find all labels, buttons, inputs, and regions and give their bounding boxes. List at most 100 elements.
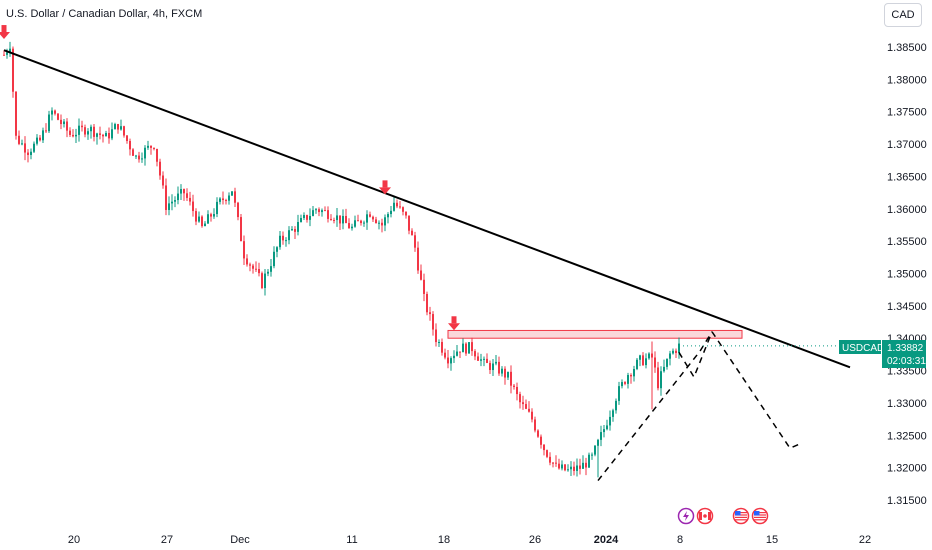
candle-body [564,464,566,471]
flag-stripe [735,514,747,516]
down-arrow-icon [379,180,391,195]
candle-body [60,119,62,125]
lightning-icon[interactable] [677,507,695,525]
candle-body [195,211,197,222]
candle-body [519,394,521,403]
trendline [3,49,851,369]
candle-body [177,193,179,201]
candle-body [240,217,242,242]
price-axis[interactable]: 1.38500 1.38000 1.37500 1.37000 1.36500 1.360… [887,42,927,507]
candle-body [255,268,257,270]
candle-body [411,230,413,236]
candle-body [18,135,20,144]
candle-body [213,214,215,217]
x-tick-label: 27 [161,534,173,546]
candle-body [357,220,359,222]
candle-body [552,462,554,464]
candle-body [636,359,638,370]
candle-body [618,386,620,401]
candle-body [345,215,347,224]
x-tick-label: 15 [766,534,778,546]
us-flag-icon[interactable] [732,507,750,525]
candle-body [546,450,548,457]
time-axis[interactable]: 20 27 Dec 11 18 26 2024 8 15 22 [68,534,871,546]
flag-stripe [735,519,747,521]
x-tick-label: 18 [438,534,450,546]
candle-body [393,202,395,211]
candle-body [573,466,575,471]
candle-body [435,329,437,343]
candle-body [135,155,137,157]
candle-body [567,469,569,471]
candle-body [360,220,362,224]
us-flag-icon[interactable] [751,507,769,525]
flag-canton [735,511,741,516]
candle-body [672,350,674,354]
candle-body [642,355,644,366]
arrow-shaft [382,180,388,188]
candle-body [252,265,254,269]
candle-body [615,400,617,411]
candle-body [402,207,404,212]
candle-body [438,342,440,344]
candles [3,41,680,478]
candle-body [30,151,32,155]
y-tick-label: 1.38500 [887,42,927,54]
canada-flag-icon[interactable] [696,507,714,525]
candle-body [501,368,503,374]
candle-body [378,222,380,224]
candle-body [456,351,458,356]
candle-body [588,454,590,468]
economic-events[interactable] [677,507,769,525]
candle-body [324,210,326,212]
candle-body [21,143,23,145]
candle-body [630,374,632,377]
candle-body [33,143,35,152]
chart-title: U.S. Dollar / Canadian Dollar, 4h, FXCM [6,8,202,20]
candle-body [540,436,542,445]
candle-body [210,214,212,217]
candle-body [531,411,533,420]
candle-body [477,356,479,361]
candle-body [591,454,593,456]
y-tick-label: 1.37000 [887,139,927,151]
candle-body [483,358,485,360]
candle-body [669,353,671,359]
candle-body [291,229,293,231]
candle-body [330,218,332,220]
y-tick-label: 1.35500 [887,236,927,248]
candle-body [624,382,626,384]
candle-body [153,147,155,149]
candle-body [495,361,497,364]
y-tick-label: 1.34500 [887,301,927,313]
candle-body [39,137,41,141]
candle-body [600,432,602,440]
candle-body [351,226,353,229]
candle-body [285,240,287,242]
flag-stripe [735,512,747,514]
candle-body [441,342,443,353]
candle-body [75,134,77,137]
currency-button[interactable]: CAD [884,3,922,27]
candle-body [381,222,383,226]
candle-body [384,217,386,226]
candle-body [387,214,389,218]
y-tick-label: 1.36500 [887,171,927,183]
candle-body [582,462,584,469]
y-tick-label: 1.32500 [887,430,927,442]
candle-body [408,215,410,231]
candle-body [603,429,605,433]
candle-body [300,218,302,223]
candle-body [498,361,500,374]
candle-body [201,216,203,227]
candle-body [489,362,491,371]
candle-body [633,369,635,377]
candle-body [282,235,284,241]
candle-body [336,215,338,221]
candle-body [114,124,116,130]
candle-body [555,462,557,464]
candle-body [444,352,446,358]
candle-body [597,439,599,446]
candle-body [186,193,188,198]
